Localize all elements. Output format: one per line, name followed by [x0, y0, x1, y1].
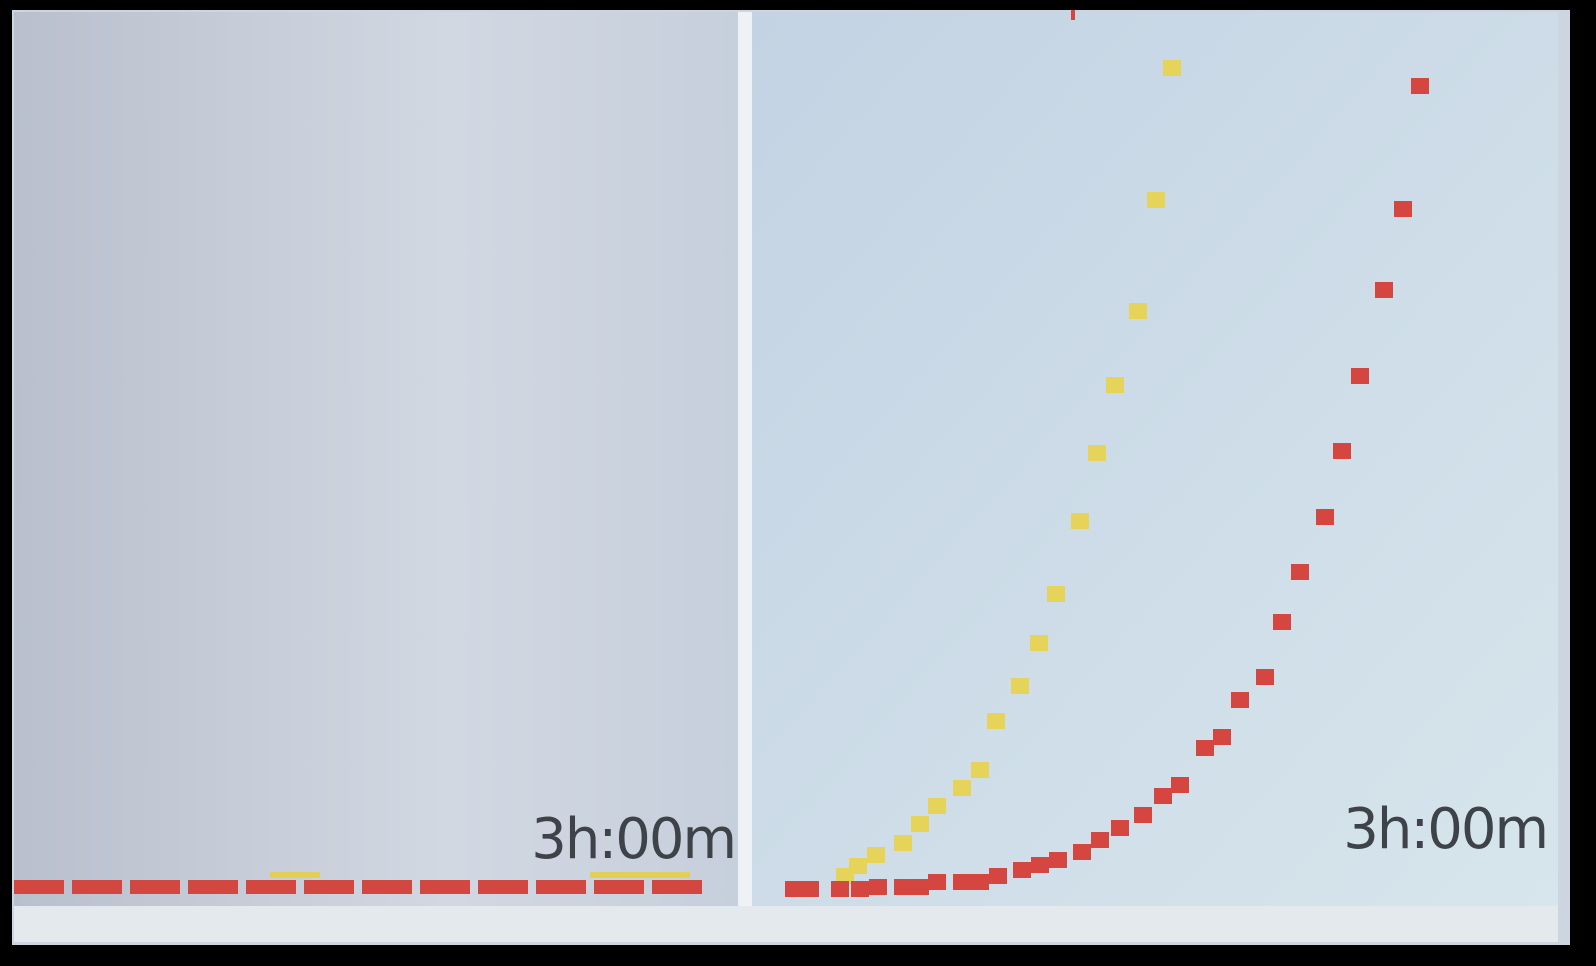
marker-red: [1154, 788, 1172, 804]
marker-yellow: [953, 780, 971, 796]
dash: [594, 880, 644, 894]
marker-yellow: [1030, 635, 1048, 651]
marker-red: [1316, 509, 1334, 525]
marker-red: [851, 881, 869, 897]
marker-red: [953, 874, 971, 890]
marker-red: [1333, 443, 1351, 459]
marker-red: [1394, 201, 1412, 217]
marker-red: [1049, 852, 1067, 868]
marker-yellow: [1106, 377, 1124, 393]
marker-yellow: [1163, 60, 1181, 76]
dash: [14, 880, 64, 894]
marker-red: [801, 881, 819, 897]
bottom-strip: [14, 906, 1558, 942]
right-panel: [752, 12, 1558, 910]
right-time-label: 3h:00m: [1343, 797, 1547, 862]
marker-yellow: [971, 762, 989, 778]
marker-yellow: [1088, 445, 1106, 461]
left-time-label: 3h:00m: [531, 807, 735, 872]
marker-red: [1171, 777, 1189, 793]
marker-yellow: [867, 847, 885, 863]
screen: 3h:00m 3h:00m: [0, 0, 1596, 966]
marker-red: [989, 868, 1007, 884]
marker-yellow: [987, 713, 1005, 729]
dash: [72, 880, 122, 894]
dash: [188, 880, 238, 894]
dash: [246, 880, 296, 894]
dash: [362, 880, 412, 894]
marker-red: [831, 881, 849, 897]
marker-red: [1031, 857, 1049, 873]
marker-red: [1073, 844, 1091, 860]
marker-red: [1111, 820, 1129, 836]
dash: [652, 880, 702, 894]
dash: [420, 880, 470, 894]
marker-red: [1231, 692, 1249, 708]
marker-red: [1351, 368, 1369, 384]
dash: [478, 880, 528, 894]
marker-red: [1013, 862, 1031, 878]
dash: [536, 880, 586, 894]
marker-yellow: [1129, 303, 1147, 319]
marker-red: [1273, 614, 1291, 630]
dash: [130, 880, 180, 894]
marker-red: [869, 879, 887, 895]
marker-red: [928, 874, 946, 890]
marker-red: [971, 874, 989, 890]
dash-yellow: [270, 872, 320, 878]
divider: [738, 12, 752, 942]
marker-red: [1411, 78, 1429, 94]
marker-yellow: [1011, 678, 1029, 694]
marker-red: [1071, 10, 1075, 20]
marker-yellow: [1147, 192, 1165, 208]
left-panel: [14, 12, 738, 910]
marker-red: [1091, 832, 1109, 848]
marker-red: [1134, 807, 1152, 823]
marker-red: [1213, 729, 1231, 745]
marker-red: [1375, 282, 1393, 298]
dash-yellow: [590, 872, 640, 878]
marker-yellow: [1071, 513, 1089, 529]
marker-red: [894, 879, 912, 895]
marker-yellow: [911, 816, 929, 832]
marker-red: [785, 881, 803, 897]
marker-yellow: [1047, 586, 1065, 602]
marker-red: [911, 879, 929, 895]
dash-yellow: [640, 872, 690, 878]
marker-yellow: [894, 835, 912, 851]
dash: [304, 880, 354, 894]
marker-yellow: [928, 798, 946, 814]
marker-red: [1196, 740, 1214, 756]
marker-red: [1256, 669, 1274, 685]
marker-red: [1291, 564, 1309, 580]
